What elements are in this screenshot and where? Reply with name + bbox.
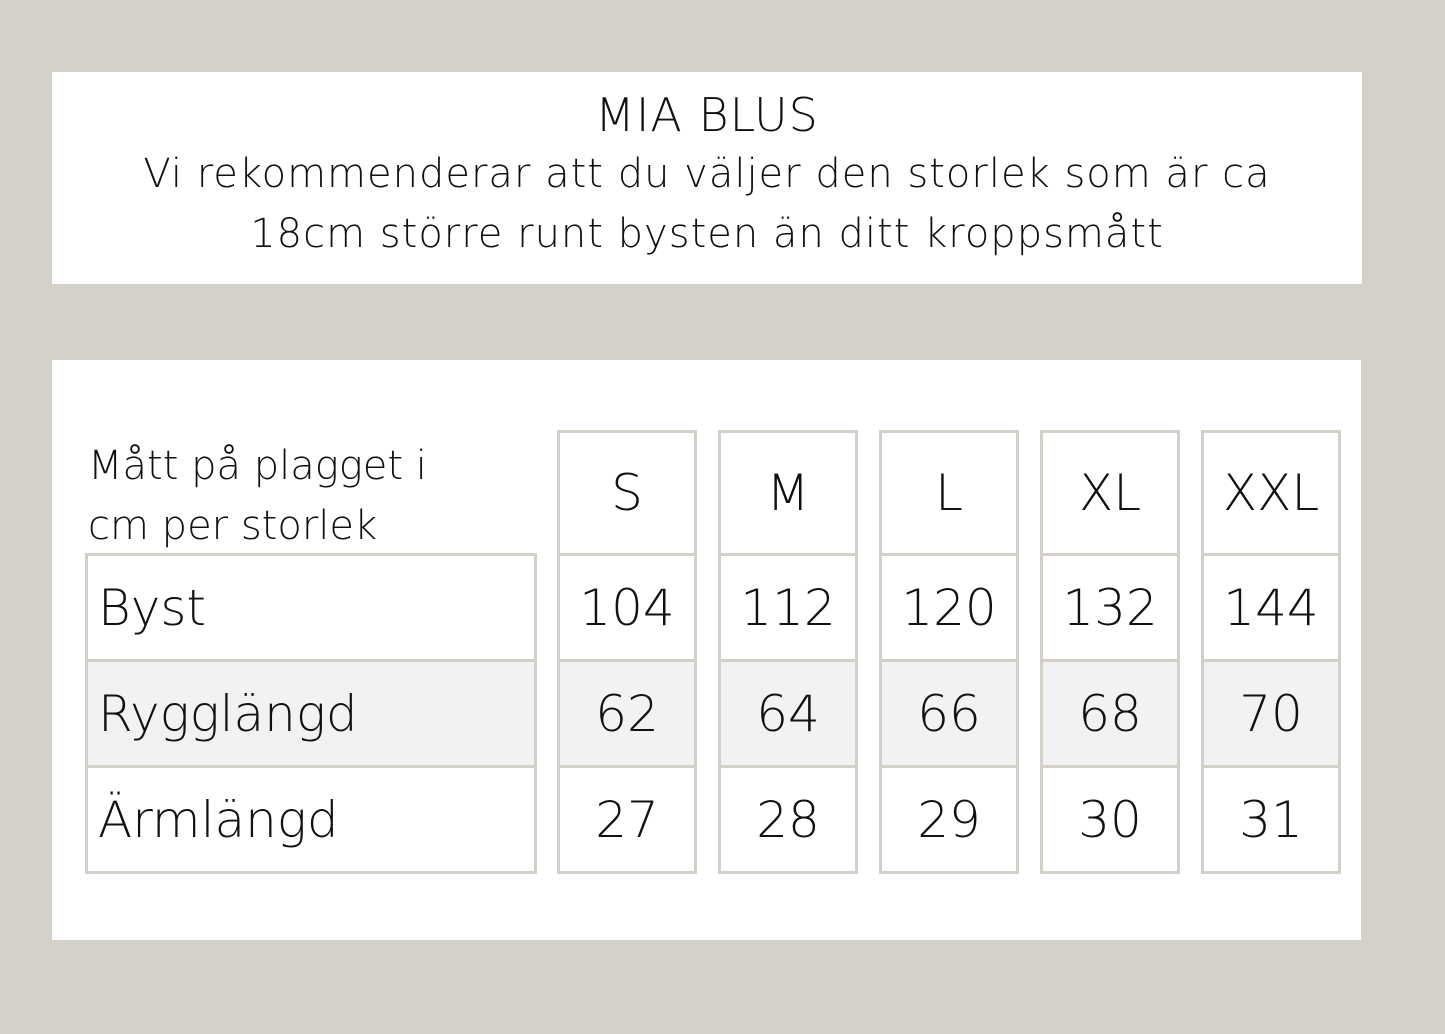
- row-labels: Byst Rygglängd Ärmlängd: [85, 553, 537, 874]
- size-value: 29: [882, 765, 1016, 871]
- size-header: L: [935, 464, 963, 522]
- header-panel: MIA BLUS Vi rekommenderar att du väljer …: [52, 72, 1362, 284]
- size-value: 27: [560, 765, 694, 871]
- size-value: 144: [1204, 553, 1338, 659]
- size-value: 132: [1043, 553, 1177, 659]
- size-column-xxl: XXL 144 70 31: [1201, 430, 1341, 874]
- table-caption: Mått på plagget i cm per storlek: [88, 443, 427, 549]
- size-header: S: [611, 464, 643, 522]
- size-header: XL: [1078, 464, 1142, 522]
- size-value: 68: [1043, 659, 1177, 765]
- row-label-byst: Byst: [98, 578, 206, 637]
- size-value: 120: [882, 553, 1016, 659]
- size-header: M: [766, 464, 810, 522]
- row-label-armlangd: Ärmlängd: [88, 765, 534, 871]
- size-table-panel: [52, 360, 1361, 940]
- size-column-s: S 104 62 27: [557, 430, 697, 874]
- size-value: 112: [721, 553, 855, 659]
- page-title: MIA BLUS: [595, 88, 819, 142]
- size-value: 70: [1204, 659, 1338, 765]
- size-value: 28: [721, 765, 855, 871]
- size-header: XXL: [1222, 464, 1320, 522]
- size-value: 66: [882, 659, 1016, 765]
- size-value: 31: [1204, 765, 1338, 871]
- size-value: 30: [1043, 765, 1177, 871]
- row-label-rygglangd: Rygglängd: [88, 659, 534, 765]
- size-column-l: L 120 66 29: [879, 430, 1019, 874]
- size-value: 104: [560, 553, 694, 659]
- size-column-m: M 112 64 28: [718, 430, 858, 874]
- size-column-xl: XL 132 68 30: [1040, 430, 1180, 874]
- recommendation-text: Vi rekommenderar att du väljer den storl…: [143, 151, 1271, 257]
- size-value: 62: [560, 659, 694, 765]
- size-value: 64: [721, 659, 855, 765]
